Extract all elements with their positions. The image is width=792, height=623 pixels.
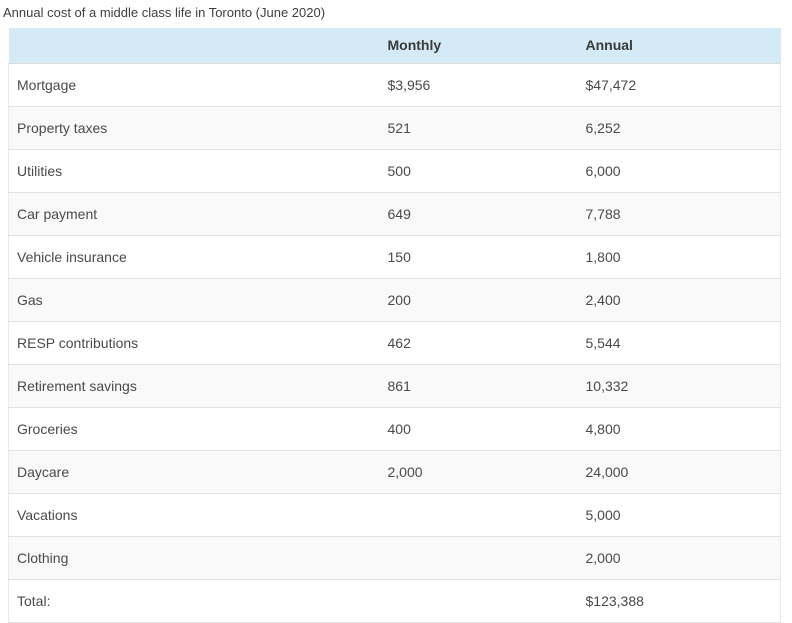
header-row: Monthly Annual bbox=[8, 28, 781, 64]
table-body: Mortgage $3,956 $47,472 Property taxes 521 6,… bbox=[8, 63, 781, 623]
cell-annual: $123,388 bbox=[577, 579, 781, 623]
table-row: Clothing 2,000 bbox=[8, 536, 781, 580]
cell-monthly bbox=[379, 579, 578, 623]
table-row: Vehicle insurance 150 1,800 bbox=[8, 235, 781, 279]
cost-table: Monthly Annual Mortgage $3,956 $47,472 Prop… bbox=[8, 28, 781, 623]
cell-annual: $47,472 bbox=[577, 63, 781, 107]
cell-monthly: 861 bbox=[379, 364, 578, 408]
cell-item: Gas bbox=[8, 278, 380, 322]
cell-monthly: 150 bbox=[379, 235, 578, 279]
cell-monthly: 2,000 bbox=[379, 450, 578, 494]
header-monthly: Monthly bbox=[379, 28, 578, 64]
cell-item: Clothing bbox=[8, 536, 380, 580]
cell-annual: 24,000 bbox=[577, 450, 781, 494]
cell-item: Vacations bbox=[8, 493, 380, 537]
table-title: Annual cost of a middle class life in To… bbox=[3, 5, 326, 20]
table-row: Property taxes 521 6,252 bbox=[8, 106, 781, 150]
cell-item: Utilities bbox=[8, 149, 380, 193]
cell-item: Retirement savings bbox=[8, 364, 380, 408]
table-row: RESP contributions 462 5,544 bbox=[8, 321, 781, 365]
total-row: Total: $123,388 bbox=[8, 579, 781, 623]
cell-item: Total: bbox=[8, 579, 380, 623]
cell-annual: 5,000 bbox=[577, 493, 781, 537]
cell-annual: 4,800 bbox=[577, 407, 781, 451]
cell-monthly: 649 bbox=[379, 192, 578, 236]
cell-monthly bbox=[379, 493, 578, 537]
cell-item: Vehicle insurance bbox=[8, 235, 380, 279]
cell-monthly: $3,956 bbox=[379, 63, 578, 107]
cell-item: Mortgage bbox=[8, 63, 380, 107]
cell-monthly bbox=[379, 536, 578, 580]
header-annual: Annual bbox=[577, 28, 781, 64]
table-row: Mortgage $3,956 $47,472 bbox=[8, 63, 781, 107]
cell-monthly: 462 bbox=[379, 321, 578, 365]
cell-item: RESP contributions bbox=[8, 321, 380, 365]
table-row: Car payment 649 7,788 bbox=[8, 192, 781, 236]
cell-item: Daycare bbox=[8, 450, 380, 494]
table-row: Gas 200 2,400 bbox=[8, 278, 781, 322]
cell-annual: 2,400 bbox=[577, 278, 781, 322]
cell-item: Car payment bbox=[8, 192, 380, 236]
cell-monthly: 200 bbox=[379, 278, 578, 322]
cell-monthly: 521 bbox=[379, 106, 578, 150]
cell-monthly: 400 bbox=[379, 407, 578, 451]
cell-annual: 5,544 bbox=[577, 321, 781, 365]
table-row: Groceries 400 4,800 bbox=[8, 407, 781, 451]
cell-annual: 10,332 bbox=[577, 364, 781, 408]
cell-annual: 6,252 bbox=[577, 106, 781, 150]
header-item bbox=[8, 28, 380, 64]
cell-annual: 2,000 bbox=[577, 536, 781, 580]
table-row: Daycare 2,000 24,000 bbox=[8, 450, 781, 494]
cell-item: Groceries bbox=[8, 407, 380, 451]
cell-item: Property taxes bbox=[8, 106, 380, 150]
table-row: Retirement savings 861 10,332 bbox=[8, 364, 781, 408]
cell-monthly: 500 bbox=[379, 149, 578, 193]
cell-annual: 1,800 bbox=[577, 235, 781, 279]
table-row: Utilities 500 6,000 bbox=[8, 149, 781, 193]
table-row: Vacations 5,000 bbox=[8, 493, 781, 537]
cell-annual: 7,788 bbox=[577, 192, 781, 236]
cell-annual: 6,000 bbox=[577, 149, 781, 193]
